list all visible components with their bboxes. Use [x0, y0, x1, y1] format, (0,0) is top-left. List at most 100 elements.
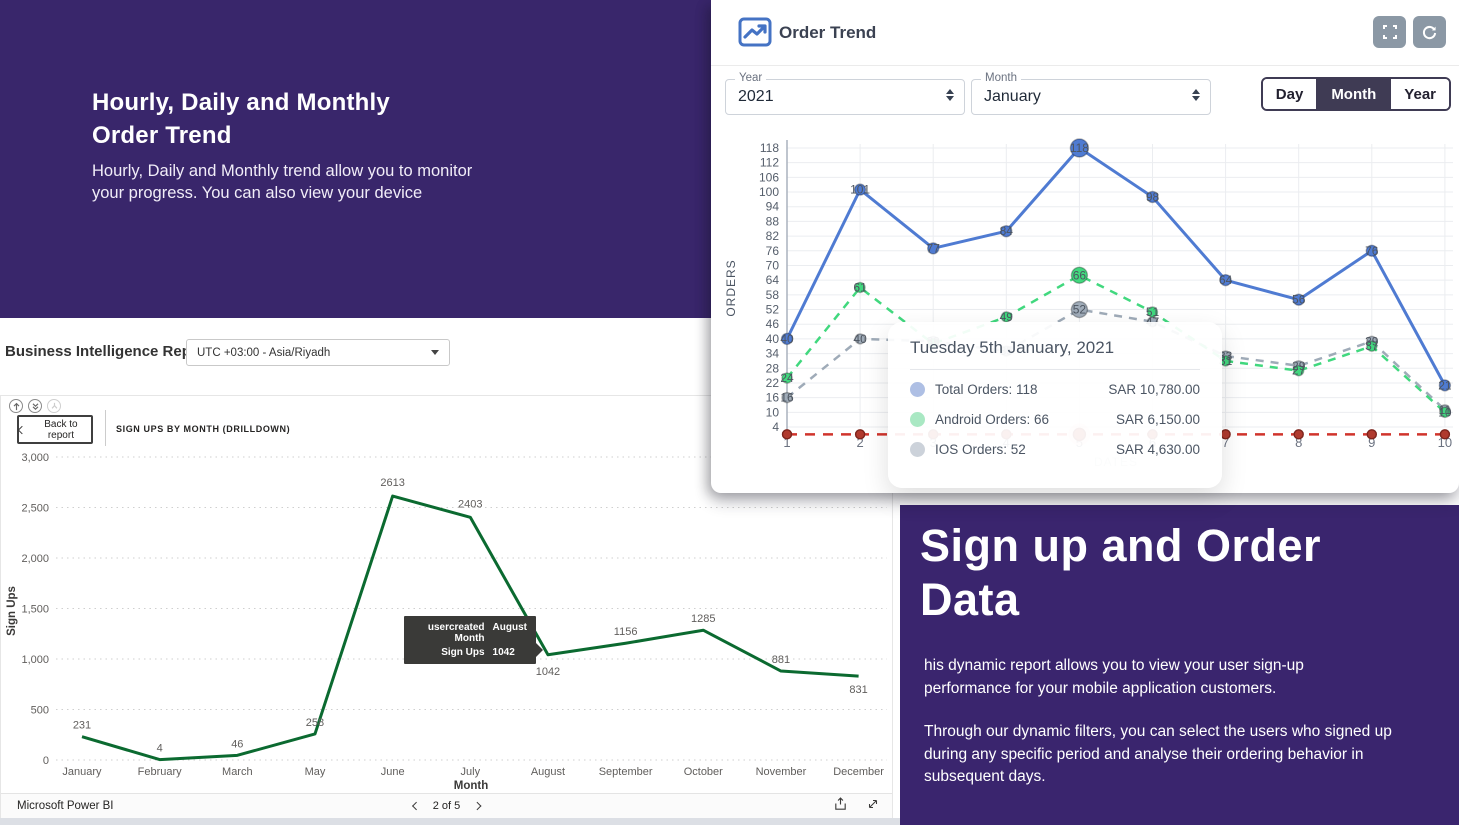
pbi-tooltip-value: August: [492, 622, 527, 633]
tooltip-row-android: Android Orders: 66 SAR 6,150.00: [910, 404, 1200, 434]
svg-text:2,000: 2,000: [21, 553, 49, 565]
select-arrows-icon: [946, 89, 954, 101]
drill-down-level-icon[interactable]: [28, 399, 42, 413]
svg-text:64: 64: [1219, 273, 1233, 287]
svg-text:March: March: [222, 766, 253, 778]
timezone-select[interactable]: UTC +03:00 - Asia/Riyadh: [186, 339, 450, 366]
order-trend-card: Order Trend Year 2021 Month January: [711, 0, 1459, 493]
svg-text:98: 98: [1146, 190, 1160, 204]
svg-text:10: 10: [1438, 405, 1452, 419]
svg-text:2,500: 2,500: [21, 503, 49, 515]
svg-text:10: 10: [766, 405, 780, 419]
chevron-left-icon: [17, 425, 27, 434]
svg-text:52: 52: [1073, 303, 1087, 317]
svg-text:21: 21: [1438, 378, 1452, 392]
svg-text:27: 27: [1292, 364, 1306, 378]
svg-text:100: 100: [759, 185, 779, 199]
signup-info-title: Sign up and Order Data: [920, 520, 1322, 625]
next-page-icon[interactable]: [473, 801, 482, 811]
svg-text:2: 2: [856, 435, 863, 450]
timezone-value: UTC +03:00 - Asia/Riyadh: [197, 346, 331, 359]
back-to-report-label: Back to report: [44, 418, 78, 441]
tooltip-row-value: SAR 6,150.00: [1115, 411, 1200, 427]
svg-text:4: 4: [157, 743, 163, 755]
svg-text:76: 76: [766, 244, 780, 258]
svg-text:1,500: 1,500: [21, 604, 49, 616]
svg-text:2613: 2613: [380, 477, 404, 489]
svg-text:November: November: [756, 766, 807, 778]
pbi-tooltip-label: usercreated Month: [427, 622, 485, 644]
bottom-strip: [0, 818, 900, 825]
chevron-down-icon: [431, 350, 439, 355]
svg-text:84: 84: [1000, 224, 1014, 238]
svg-text:500: 500: [31, 705, 49, 717]
back-to-report-button[interactable]: Back to report: [17, 415, 93, 444]
granularity-toggle: Day Month Year: [1260, 77, 1451, 111]
svg-text:7: 7: [1222, 435, 1229, 450]
powerbi-brand: Microsoft Power BI: [17, 800, 114, 812]
year-select-label: Year: [735, 72, 767, 84]
share-icon[interactable]: [833, 796, 848, 816]
year-select[interactable]: Year 2021: [725, 72, 965, 115]
svg-text:11: 11: [1439, 403, 1452, 417]
svg-text:258: 258: [306, 717, 324, 729]
toggle-month-button[interactable]: Month: [1318, 79, 1390, 109]
svg-text:June: June: [381, 766, 405, 778]
drill-up-icon[interactable]: [9, 399, 23, 413]
svg-text:0: 0: [43, 755, 49, 767]
svg-text:2403: 2403: [458, 498, 482, 510]
month-select-label: Month: [981, 72, 1021, 84]
svg-text:52: 52: [766, 303, 780, 317]
svg-text:64: 64: [766, 273, 780, 287]
svg-text:37: 37: [1365, 339, 1379, 353]
svg-text:66: 66: [1073, 268, 1087, 282]
month-select-value: January: [984, 88, 1041, 105]
year-select-value: 2021: [738, 88, 774, 105]
tooltip-row-ios: IOS Orders: 52 SAR 4,630.00: [910, 434, 1200, 464]
svg-text:8: 8: [1295, 435, 1302, 450]
svg-text:94: 94: [766, 200, 780, 214]
refresh-button[interactable]: [1413, 16, 1446, 48]
svg-text:881: 881: [772, 654, 790, 666]
order-trend-info-body: Hourly, Daily and Monthly trend allow yo…: [92, 162, 473, 202]
android-orders-dot-icon: [910, 411, 925, 427]
tooltip-row-value: SAR 4,630.00: [1115, 441, 1200, 457]
svg-text:70: 70: [766, 258, 780, 272]
prev-page-icon[interactable]: [411, 801, 420, 811]
fullscreen-icon[interactable]: [866, 797, 880, 816]
toggle-day-button[interactable]: Day: [1262, 79, 1319, 109]
svg-text:40: 40: [853, 332, 867, 346]
signup-info-paragraph-2: Through our dynamic filters, you can sel…: [924, 723, 1392, 785]
trend-chart-icon: [738, 17, 772, 53]
svg-text:July: July: [461, 766, 481, 778]
page-navigator: 2 of 5: [411, 800, 482, 812]
svg-text:Sign Ups: Sign Ups: [6, 586, 18, 636]
signups-line-chart[interactable]: 0 500 1,000 1,500 2,000 2,500 3,000 January Febr…: [1, 446, 894, 791]
svg-text:22: 22: [766, 376, 780, 390]
month-select[interactable]: Month January: [971, 72, 1211, 115]
bi-report-bar: Business Intelligence Report UTC +03:00 …: [0, 318, 711, 395]
svg-text:51: 51: [1146, 305, 1160, 319]
svg-text:49: 49: [1000, 310, 1014, 324]
svg-text:Month: Month: [454, 780, 488, 791]
fullscreen-button[interactable]: [1373, 16, 1406, 48]
svg-text:1156: 1156: [614, 626, 638, 638]
toggle-year-button[interactable]: Year: [1389, 79, 1449, 109]
svg-text:August: August: [531, 766, 565, 778]
order-trend-info-title: Hourly, Daily and Monthly Order Trend: [92, 89, 390, 149]
svg-text:October: October: [684, 766, 723, 778]
svg-text:May: May: [305, 766, 326, 778]
pbi-footer: Microsoft Power BI 2 of 5: [1, 793, 892, 818]
pbi-tooltip: usercreated Month August Sign Ups 1042: [404, 616, 543, 664]
svg-text:33: 33: [1219, 349, 1233, 363]
svg-text:118: 118: [760, 141, 779, 155]
svg-text:January: January: [62, 766, 102, 778]
order-tooltip-title: Tuesday 5th January, 2021: [910, 338, 1115, 357]
svg-text:118: 118: [1070, 141, 1089, 155]
signup-info-paragraph-1: his dynamic report allows you to view yo…: [924, 657, 1304, 697]
svg-text:101: 101: [850, 183, 870, 197]
tooltip-row-label: IOS Orders: 52: [935, 441, 1026, 457]
svg-text:106: 106: [759, 170, 779, 184]
pbi-tooltip-value: 1042: [492, 647, 515, 658]
tooltip-row-label: Android Orders: 66: [935, 411, 1050, 427]
